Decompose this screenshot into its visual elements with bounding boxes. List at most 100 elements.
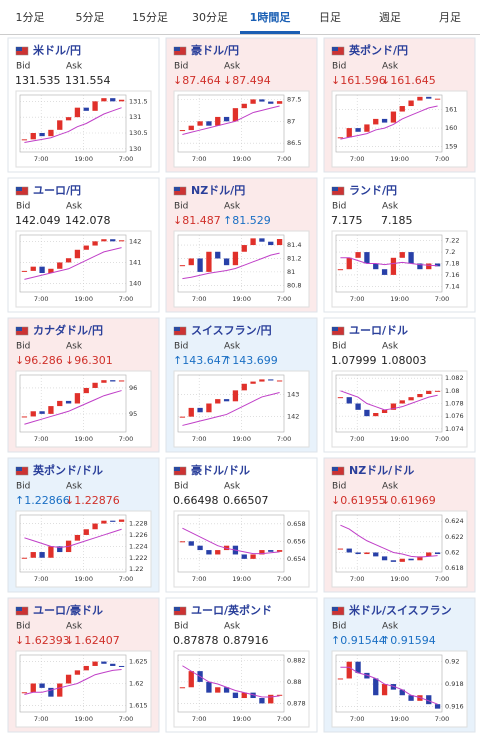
- candle: [364, 552, 370, 555]
- candle: [110, 98, 116, 102]
- candle: [355, 252, 361, 258]
- plot-frame: [335, 94, 443, 153]
- y-tick-label: 143: [287, 391, 299, 399]
- flag: [332, 47, 338, 51]
- y-tick-label: 131: [129, 113, 141, 121]
- flag: [174, 47, 180, 51]
- candle: [197, 545, 203, 551]
- candle: [188, 258, 194, 266]
- ask-value: ↓1.62407: [65, 634, 120, 647]
- y-tick-label: 0.618: [445, 564, 464, 572]
- candle: [373, 118, 379, 125]
- candle: [259, 99, 265, 102]
- y-tick-label: 1.076: [445, 412, 464, 420]
- candle: [223, 116, 230, 122]
- candle: [101, 98, 107, 102]
- candle: [399, 689, 405, 696]
- candle: [215, 687, 221, 693]
- candle: [241, 245, 247, 252]
- y-tick-label: 0.88: [287, 678, 301, 686]
- candle: [74, 107, 81, 118]
- candle: [92, 382, 98, 388]
- candle: [426, 695, 432, 705]
- bid-label: Bid: [174, 622, 188, 632]
- moving-average: [182, 665, 280, 698]
- candle: [373, 552, 379, 557]
- y-tick-label: 160: [445, 124, 457, 132]
- y-tick-label: 161: [445, 106, 457, 114]
- moving-average: [340, 666, 438, 705]
- x-tick-label: 19:00: [232, 575, 251, 583]
- x-tick-label: 7:00: [192, 435, 207, 443]
- x-tick-label: 7:00: [350, 715, 365, 723]
- candle: [241, 554, 247, 559]
- y-tick-label: 96: [129, 384, 137, 392]
- ask-label: Ask: [224, 482, 241, 492]
- candle: [92, 661, 98, 666]
- candle: [232, 692, 239, 699]
- candle: [426, 263, 432, 270]
- ask-label: Ask: [382, 202, 399, 212]
- candle: [65, 258, 72, 263]
- candle: [232, 108, 239, 122]
- tab[interactable]: 5分足: [76, 11, 105, 24]
- x-tick-label: 7:00: [34, 575, 49, 583]
- y-tick-label: 0.882: [287, 656, 306, 664]
- x-tick-label: 7:00: [277, 715, 292, 723]
- x-tick-label: 19:00: [74, 715, 93, 723]
- candle: [48, 406, 54, 414]
- candle: [276, 694, 283, 696]
- x-tick-label: 7:00: [192, 155, 207, 163]
- tab[interactable]: 日足: [319, 11, 341, 24]
- x-tick-label: 19:00: [232, 155, 251, 163]
- candle: [364, 124, 370, 132]
- y-tick-label: 0.622: [445, 533, 464, 541]
- flag: [174, 467, 180, 471]
- y-tick-label: 81.2: [287, 254, 301, 262]
- ask-value: ↑81.529: [223, 214, 271, 227]
- tab[interactable]: 週足: [379, 11, 401, 24]
- candle: [434, 704, 441, 709]
- x-tick-label: 7:00: [435, 715, 450, 723]
- y-tick-label: 140: [129, 280, 141, 288]
- x-tick-label: 7:00: [34, 715, 49, 723]
- candle: [364, 409, 370, 417]
- moving-average: [182, 105, 280, 135]
- tab[interactable]: 30分足: [192, 11, 228, 24]
- candle: [110, 239, 116, 242]
- pair-title: 豪ドル/ドル: [191, 463, 250, 477]
- tab[interactable]: 1時間足: [250, 10, 292, 24]
- plot-frame: [19, 374, 127, 433]
- x-tick-label: 7:00: [119, 575, 134, 583]
- candle: [268, 379, 274, 381]
- candle: [48, 129, 54, 137]
- pair-title: ユーロ/ドル: [349, 324, 408, 337]
- candle: [417, 556, 423, 561]
- candle: [276, 380, 283, 382]
- candle: [223, 258, 230, 266]
- candle: [101, 520, 107, 524]
- candle: [206, 121, 212, 126]
- tab[interactable]: 1分足: [16, 11, 45, 24]
- candle: [215, 399, 221, 404]
- ask-value: 7.185: [381, 214, 413, 227]
- y-tick-label: 7.16: [445, 271, 459, 279]
- bid-label: Bid: [332, 482, 346, 492]
- bid-value: 0.87878: [173, 634, 219, 647]
- candle: [355, 128, 361, 132]
- candle: [250, 238, 256, 246]
- x-tick-label: 7:00: [192, 295, 207, 303]
- x-tick-label: 7:00: [34, 435, 49, 443]
- tab[interactable]: 月足: [439, 11, 461, 24]
- x-tick-label: 19:00: [390, 295, 409, 303]
- ask-label: Ask: [224, 202, 241, 212]
- tab[interactable]: 15分足: [132, 11, 168, 24]
- bid-label: Bid: [332, 342, 346, 352]
- y-tick-label: 1.22: [129, 565, 143, 573]
- ask-value: ↓161.645: [381, 74, 436, 87]
- plot-frame: [177, 514, 285, 573]
- moving-average: [24, 107, 122, 143]
- tab-underline: [240, 31, 300, 34]
- candle: [118, 665, 125, 667]
- candle: [179, 687, 186, 689]
